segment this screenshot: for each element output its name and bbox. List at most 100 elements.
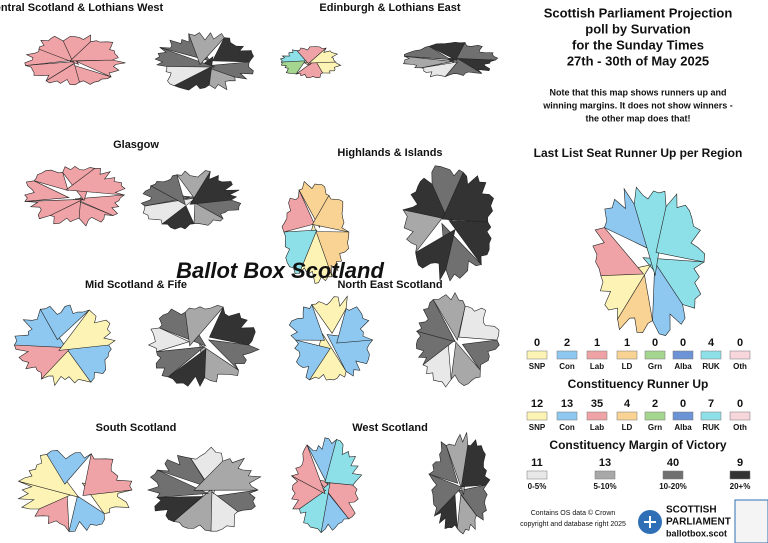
- party-swatch: [729, 411, 751, 421]
- party-count: 2: [652, 398, 658, 410]
- map-area: [655, 193, 706, 263]
- map-area: [288, 303, 325, 341]
- map-area: [294, 339, 331, 381]
- map-area: [58, 309, 116, 351]
- credit-line: Contains OS data © Crown: [531, 509, 616, 517]
- map-area: [309, 333, 347, 381]
- map-area: [46, 449, 92, 485]
- party-swatch: [586, 411, 608, 421]
- party-count: 1: [624, 337, 630, 349]
- legend-title: Constituency Runner Up: [568, 377, 709, 391]
- map-area: [82, 452, 133, 496]
- region-title: North East Scotland: [337, 279, 442, 291]
- map-area: [402, 56, 453, 69]
- region-title: West Scotland: [352, 422, 428, 434]
- band-count: 11: [531, 457, 543, 469]
- party-name: Alba: [674, 362, 692, 371]
- party-name: RUK: [702, 423, 720, 432]
- party-swatch: [616, 411, 638, 421]
- map-area: [188, 32, 225, 66]
- map-area: [155, 346, 206, 378]
- party-name: Alba: [674, 423, 692, 432]
- map-area: [291, 475, 327, 510]
- map-area: [428, 41, 466, 61]
- note-line: the other map does that!: [585, 113, 690, 123]
- map-area: [39, 304, 90, 341]
- map-area: [326, 334, 374, 377]
- map-area: [212, 37, 254, 63]
- logo-emblem: [638, 499, 768, 543]
- map-area: [193, 202, 224, 226]
- band-swatch: [594, 470, 616, 480]
- map-area: [311, 295, 348, 334]
- region-title: Glasgow: [113, 139, 159, 151]
- band-label: 20+%: [730, 482, 751, 491]
- map-area: [199, 343, 239, 383]
- map-area: [207, 339, 260, 371]
- party-swatch: [586, 350, 608, 360]
- band-swatch: [526, 470, 548, 480]
- map-area: [61, 344, 112, 383]
- title-line: for the Sunday Times: [572, 37, 704, 52]
- map-area: [450, 341, 481, 386]
- party-count: 0: [534, 337, 540, 349]
- title-line: 27th - 30th of May 2025: [567, 53, 709, 68]
- band-swatch: [662, 470, 684, 480]
- map-area: [402, 209, 444, 253]
- map-area: [172, 488, 213, 532]
- map-area: [281, 189, 315, 233]
- party-swatch: [526, 411, 548, 421]
- map-area: [448, 220, 492, 266]
- map-area: [652, 261, 686, 336]
- party-name: Lab: [590, 423, 604, 432]
- party-name: Lab: [590, 362, 604, 371]
- map-area: [415, 228, 456, 282]
- map-area: [456, 493, 477, 535]
- logo-badge: [734, 499, 768, 543]
- note-line: winning margins. It does not show winner…: [542, 100, 733, 110]
- party-count: 13: [561, 398, 573, 410]
- map-area: [458, 305, 500, 341]
- map-area: [17, 481, 73, 510]
- map-area: [38, 35, 80, 66]
- map-area: [280, 59, 307, 75]
- logo-mark: [644, 516, 656, 528]
- party-count: 0: [737, 337, 743, 349]
- map-area: [416, 299, 456, 343]
- map-area: [403, 45, 451, 60]
- party-swatch: [556, 350, 578, 360]
- logo-text: PARLIAMENT: [666, 517, 731, 528]
- region-title: Mid Scotland & Fife: [85, 279, 187, 291]
- map-area: [189, 171, 240, 205]
- map-area: [432, 292, 466, 341]
- title-line: Scottish Parliament Projection: [544, 5, 733, 20]
- map-area: [146, 469, 210, 498]
- map-area: [161, 203, 195, 230]
- party-count: 7: [708, 398, 714, 410]
- map-area: [428, 441, 459, 484]
- map-area: [441, 171, 494, 223]
- map-area: [142, 197, 197, 225]
- map-area: [17, 454, 80, 498]
- band-label: 0-5%: [528, 482, 547, 491]
- map-area: [184, 304, 224, 347]
- map-area: [320, 488, 350, 534]
- title-line: poll by Survation: [585, 21, 691, 36]
- party-swatch: [644, 350, 666, 360]
- party-swatch: [672, 411, 694, 421]
- map-area: [415, 330, 456, 366]
- map-area: [68, 495, 105, 532]
- map-area: [208, 306, 256, 346]
- map-area: [633, 186, 667, 276]
- party-swatch: [644, 411, 666, 421]
- map-area: [617, 265, 653, 334]
- party-swatch: [616, 350, 638, 360]
- party-count: 0: [652, 337, 658, 349]
- band-count: 9: [737, 457, 743, 469]
- map-area: [154, 496, 204, 522]
- map-area: [176, 170, 211, 203]
- map-area: [283, 229, 318, 274]
- party-count: 0: [680, 398, 686, 410]
- map-area: [24, 48, 76, 66]
